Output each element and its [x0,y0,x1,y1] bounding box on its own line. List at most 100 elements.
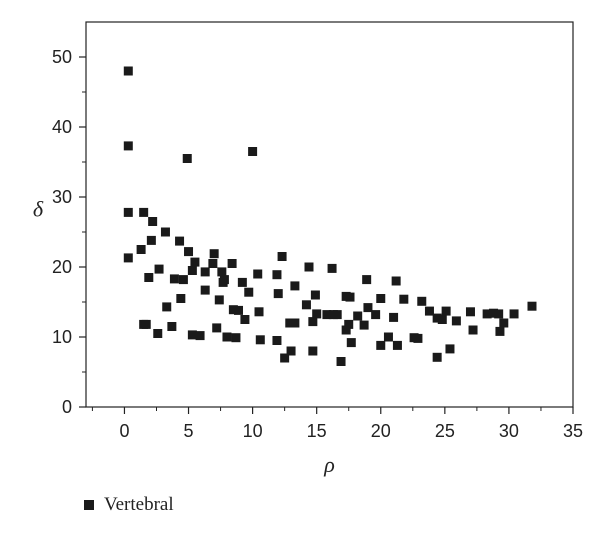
data-point [277,252,287,261]
x-tick-label: 20 [371,421,391,441]
data-point [445,344,455,354]
data-point [214,295,224,305]
data-point [389,312,399,322]
data-point [208,259,218,268]
data-point [336,357,346,366]
data-point [153,329,163,338]
data-point [344,319,354,329]
data-point [280,353,290,363]
data-point [144,273,154,282]
x-tick-label: 5 [184,421,194,441]
data-point [139,207,149,217]
data-point [413,333,423,343]
y-tick-label: 10 [52,327,72,347]
x-tick-label: 15 [307,421,327,441]
legend-marker [84,500,94,510]
data-point [154,264,164,274]
data-point [495,326,505,336]
data-point [160,227,170,237]
data-point [363,303,373,313]
data-point [312,309,322,319]
data-point [376,294,386,303]
x-tick-label: 10 [243,421,263,441]
data-point [359,320,369,330]
data-point [509,309,519,319]
data-point [231,333,241,343]
data-point [253,269,263,279]
data-point [499,318,509,328]
data-point [195,331,205,341]
data-point [187,266,197,275]
data-point [217,267,227,277]
data-point [468,325,478,335]
data-point [146,235,156,245]
data-point [346,338,356,348]
data-point [228,305,238,315]
data-point [301,300,311,310]
data-point [212,323,222,333]
data-point [187,330,197,340]
data-point [175,236,185,246]
data-point [332,310,342,320]
data-point [248,147,258,156]
y-tick-label: 40 [52,117,72,137]
x-tick-label: 35 [563,421,583,441]
plot-area [123,66,537,366]
data-point [371,310,381,320]
data-point [272,270,282,280]
data-point [308,317,318,327]
data-point [167,322,177,331]
data-point [222,332,232,342]
y-tick-label: 50 [52,47,72,67]
data-point [327,263,337,273]
data-point [255,335,265,345]
y-tick-label: 30 [52,187,72,207]
y-axis-title: δ [33,197,44,222]
data-point [308,346,318,356]
data-point [322,310,332,320]
data-point [285,318,295,328]
data-point [200,285,210,295]
data-point [254,307,264,317]
data-point [237,277,247,287]
data-point [424,306,434,316]
data-point [136,245,146,254]
data-point [432,352,442,362]
data-point [465,307,475,317]
data-point [209,249,219,259]
data-point [184,247,194,257]
data-point [527,301,537,311]
data-point [290,281,300,291]
data-point [437,315,447,324]
legend: Vertebral [84,494,174,516]
data-point [162,302,172,312]
y-tick-label: 20 [52,257,72,277]
data-point [176,294,186,303]
x-axis-title: ρ [323,452,335,477]
legend-label: Vertebral [104,494,174,515]
data-point [376,340,386,350]
data-point [482,309,492,319]
data-point [451,316,461,326]
data-point [362,275,372,285]
data-point [441,306,451,316]
data-point [219,275,229,285]
data-point [345,292,355,302]
data-point [310,290,320,300]
data-point [353,311,363,321]
data-point [341,325,351,335]
data-point [432,313,442,323]
y-tick-label: 0 [62,397,72,417]
data-point [286,346,296,356]
data-point [273,289,283,299]
data-point [169,274,179,284]
data-point [123,253,133,263]
data-point [391,276,401,286]
data-point [190,257,200,267]
x-tick-label: 30 [499,421,519,441]
data-point [178,275,188,285]
data-point [182,154,192,163]
data-point [304,262,314,272]
data-point [392,340,402,350]
